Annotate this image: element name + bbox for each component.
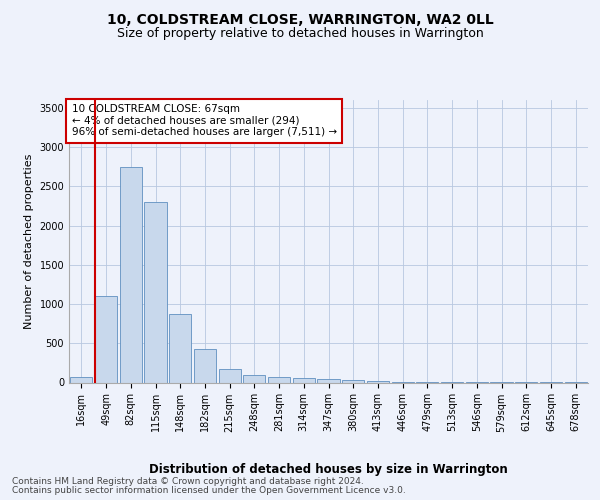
Bar [342, 380, 364, 382]
Bar [194, 349, 216, 382]
Text: Distribution of detached houses by size in Warrington: Distribution of detached houses by size … [149, 462, 508, 475]
Bar [218, 369, 241, 382]
Bar [243, 374, 265, 382]
Bar [293, 378, 315, 382]
Bar [169, 314, 191, 382]
Bar [367, 381, 389, 382]
Text: 10 COLDSTREAM CLOSE: 67sqm
← 4% of detached houses are smaller (294)
96% of semi: 10 COLDSTREAM CLOSE: 67sqm ← 4% of detac… [71, 104, 337, 138]
Text: Contains public sector information licensed under the Open Government Licence v3: Contains public sector information licen… [12, 486, 406, 495]
Bar [145, 202, 167, 382]
Bar [268, 376, 290, 382]
Bar [95, 296, 117, 382]
Bar [317, 380, 340, 382]
Text: 10, COLDSTREAM CLOSE, WARRINGTON, WA2 0LL: 10, COLDSTREAM CLOSE, WARRINGTON, WA2 0L… [107, 12, 493, 26]
Bar [70, 376, 92, 382]
Text: Size of property relative to detached houses in Warrington: Size of property relative to detached ho… [116, 28, 484, 40]
Bar [119, 166, 142, 382]
Text: Contains HM Land Registry data © Crown copyright and database right 2024.: Contains HM Land Registry data © Crown c… [12, 477, 364, 486]
Y-axis label: Number of detached properties: Number of detached properties [24, 154, 34, 329]
